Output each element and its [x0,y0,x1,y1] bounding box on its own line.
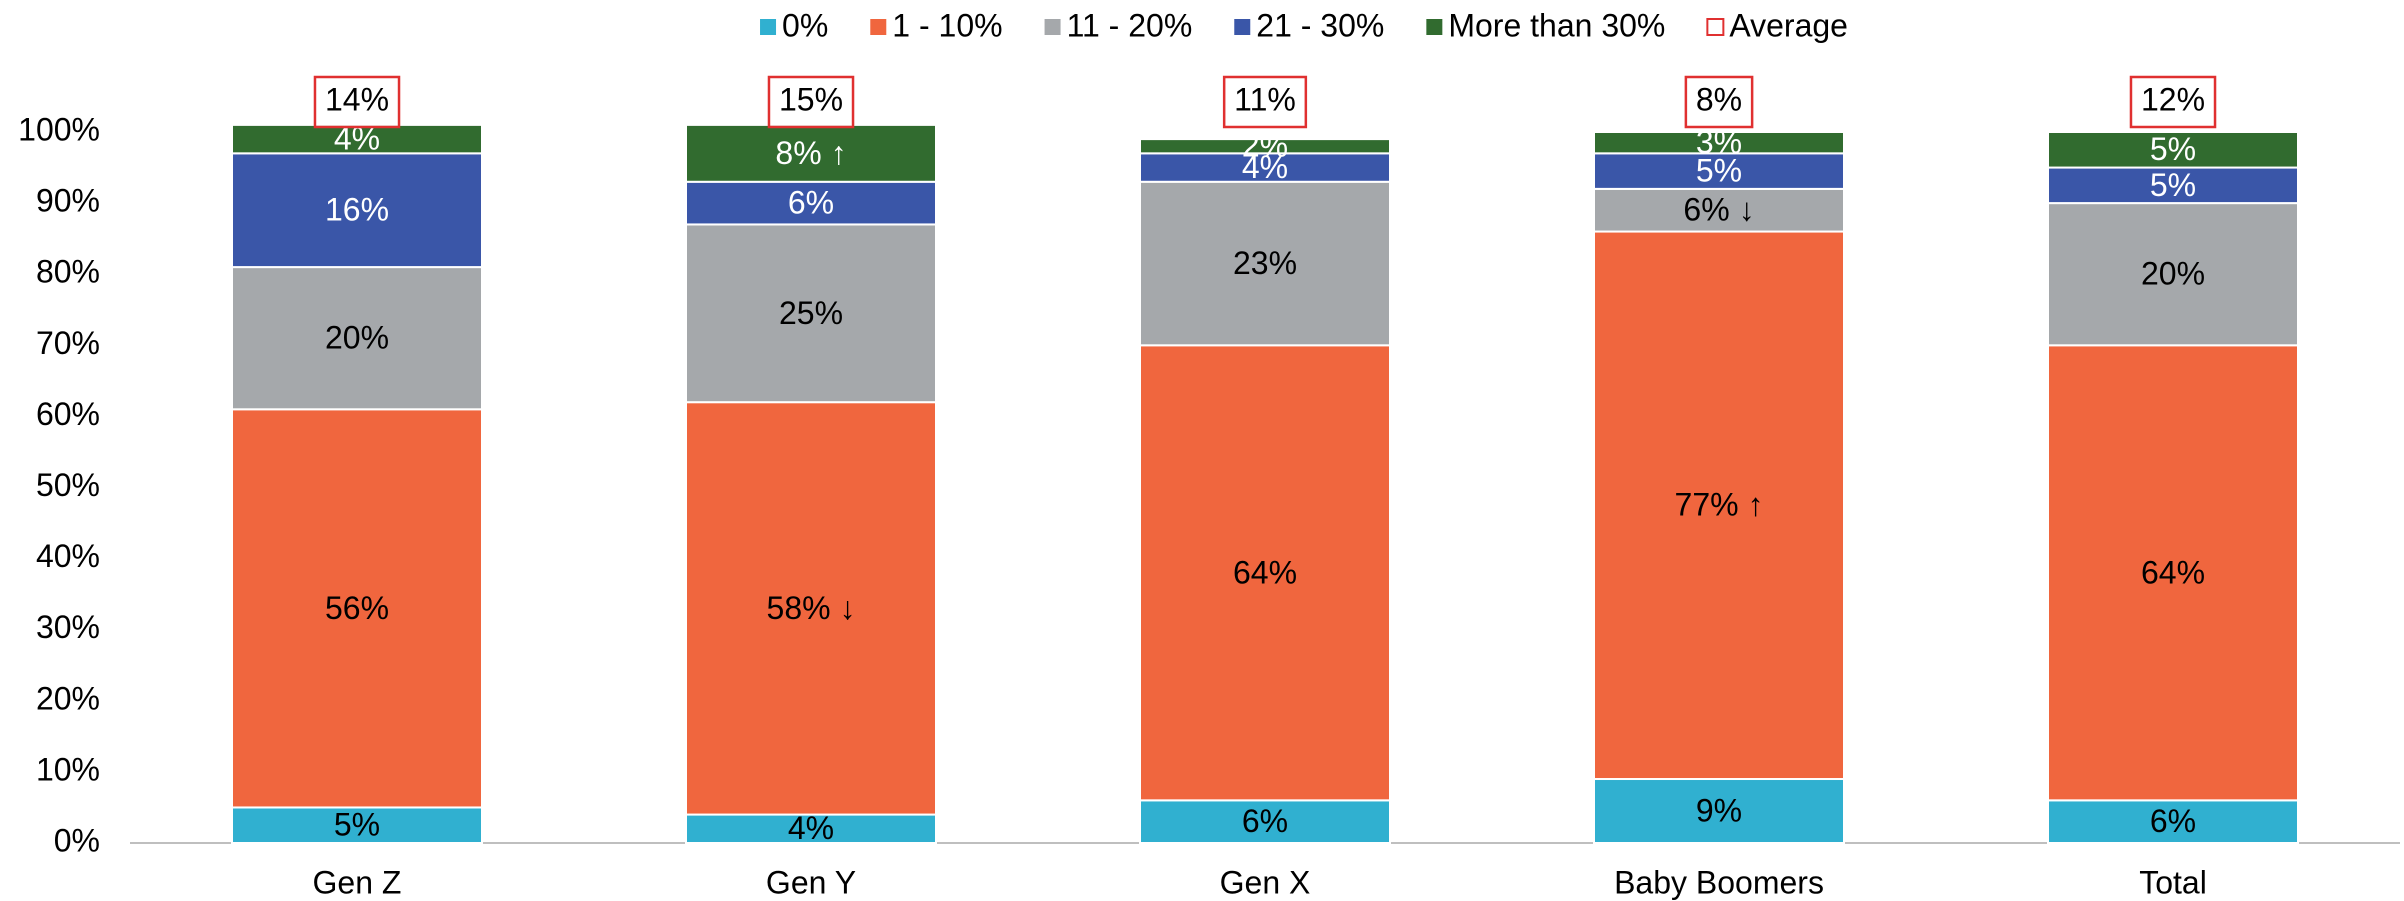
bar-segment [1593,152,1845,190]
y-tick-label: 40% [36,538,100,574]
bar-segment [685,180,937,226]
x-tick-label: Gen Z [313,864,402,900]
legend-swatch [760,19,777,35]
average-box [767,75,855,129]
average-box [313,75,401,129]
data-label: 4% [788,810,834,846]
y-tick-label: 0% [54,822,100,858]
legend-swatch [870,19,887,35]
data-label: 2% [1242,128,1288,164]
data-label: 8% ↑ [775,135,846,171]
bar-segment [231,806,483,845]
y-tick-label: 100% [18,111,100,147]
y-tick-label: 80% [36,254,100,290]
average-box [2129,75,2217,129]
bar-segment [685,813,937,844]
average-label: 11% [1234,81,1296,117]
data-label: 3% [1696,124,1742,160]
data-label: 77% ↑ [1675,487,1764,523]
average-box [1684,75,1754,129]
y-tick-label: 60% [36,396,100,432]
bar-segment [685,223,937,404]
legend-swatch [1234,19,1251,35]
legend-swatch [1706,18,1725,36]
bar-segment [231,123,483,155]
y-tick-label: 90% [36,183,100,219]
data-label: 4% [1242,149,1288,185]
legend-label: 21 - 30% [1256,7,1384,43]
data-label: 20% [2141,256,2205,292]
bar-segment [2047,344,2299,802]
legend-label: 11 - 20% [1067,7,1193,43]
y-tick-label: 30% [36,609,100,645]
bar-segment [1139,138,1391,155]
data-label: 5% [1696,153,1742,189]
legend-swatch [1426,19,1443,35]
data-label: 64% [1233,554,1297,590]
average-label: 8% [1696,81,1742,117]
average-label: 12% [2141,81,2205,117]
bar-segment [1139,799,1391,845]
x-tick-label: Gen X [1220,864,1311,900]
y-tick-label: 10% [36,751,100,787]
legend-label: More than 30% [1448,7,1665,43]
data-label: 6% ↓ [1683,192,1754,228]
data-label: 6% [1242,803,1288,839]
bar-segment [1139,344,1391,802]
bar-segment [2047,166,2299,205]
x-tick-label: Total [2139,864,2207,900]
data-label: 64% [2141,554,2205,590]
average-label: 15% [779,81,843,117]
bar-segment [685,123,937,183]
x-tick-label: Baby Boomers [1614,864,1824,900]
legend-label: 1 - 10% [892,7,1002,43]
data-label: 20% [325,320,389,356]
bar-segment [1139,180,1391,347]
data-label: 16% [325,192,389,228]
bar-segment [231,152,483,269]
data-label: 9% [1696,792,1742,828]
legend-label: 0% [782,7,828,43]
data-label: 6% [2150,803,2196,839]
y-tick-label: 20% [36,680,100,716]
bar-segment [1593,230,1845,781]
bar-segment [2047,131,2299,169]
y-tick-label: 70% [36,325,100,361]
legend-label: Average [1729,7,1848,43]
bar-segment [1593,131,1845,155]
bar-segment [1139,152,1391,183]
data-label: 23% [1233,245,1297,281]
data-label: 58% ↓ [767,590,856,626]
y-tick-label: 50% [36,467,100,503]
bar-segment [1593,187,1845,233]
data-label: 6% [788,185,834,221]
x-tick-label: Gen Y [766,864,856,900]
average-box [1222,75,1308,129]
data-label: 56% [325,590,389,626]
data-label: 5% [334,807,380,843]
legend-swatch [1044,19,1061,35]
data-label: 5% [2150,167,2196,203]
bar-segment [2047,202,2299,347]
data-label: 5% [2150,131,2196,167]
bar-segment [1593,778,1845,845]
data-label: 25% [779,295,843,331]
bar-segment [685,401,937,816]
bar-segment [231,408,483,809]
average-label: 14% [325,81,389,117]
